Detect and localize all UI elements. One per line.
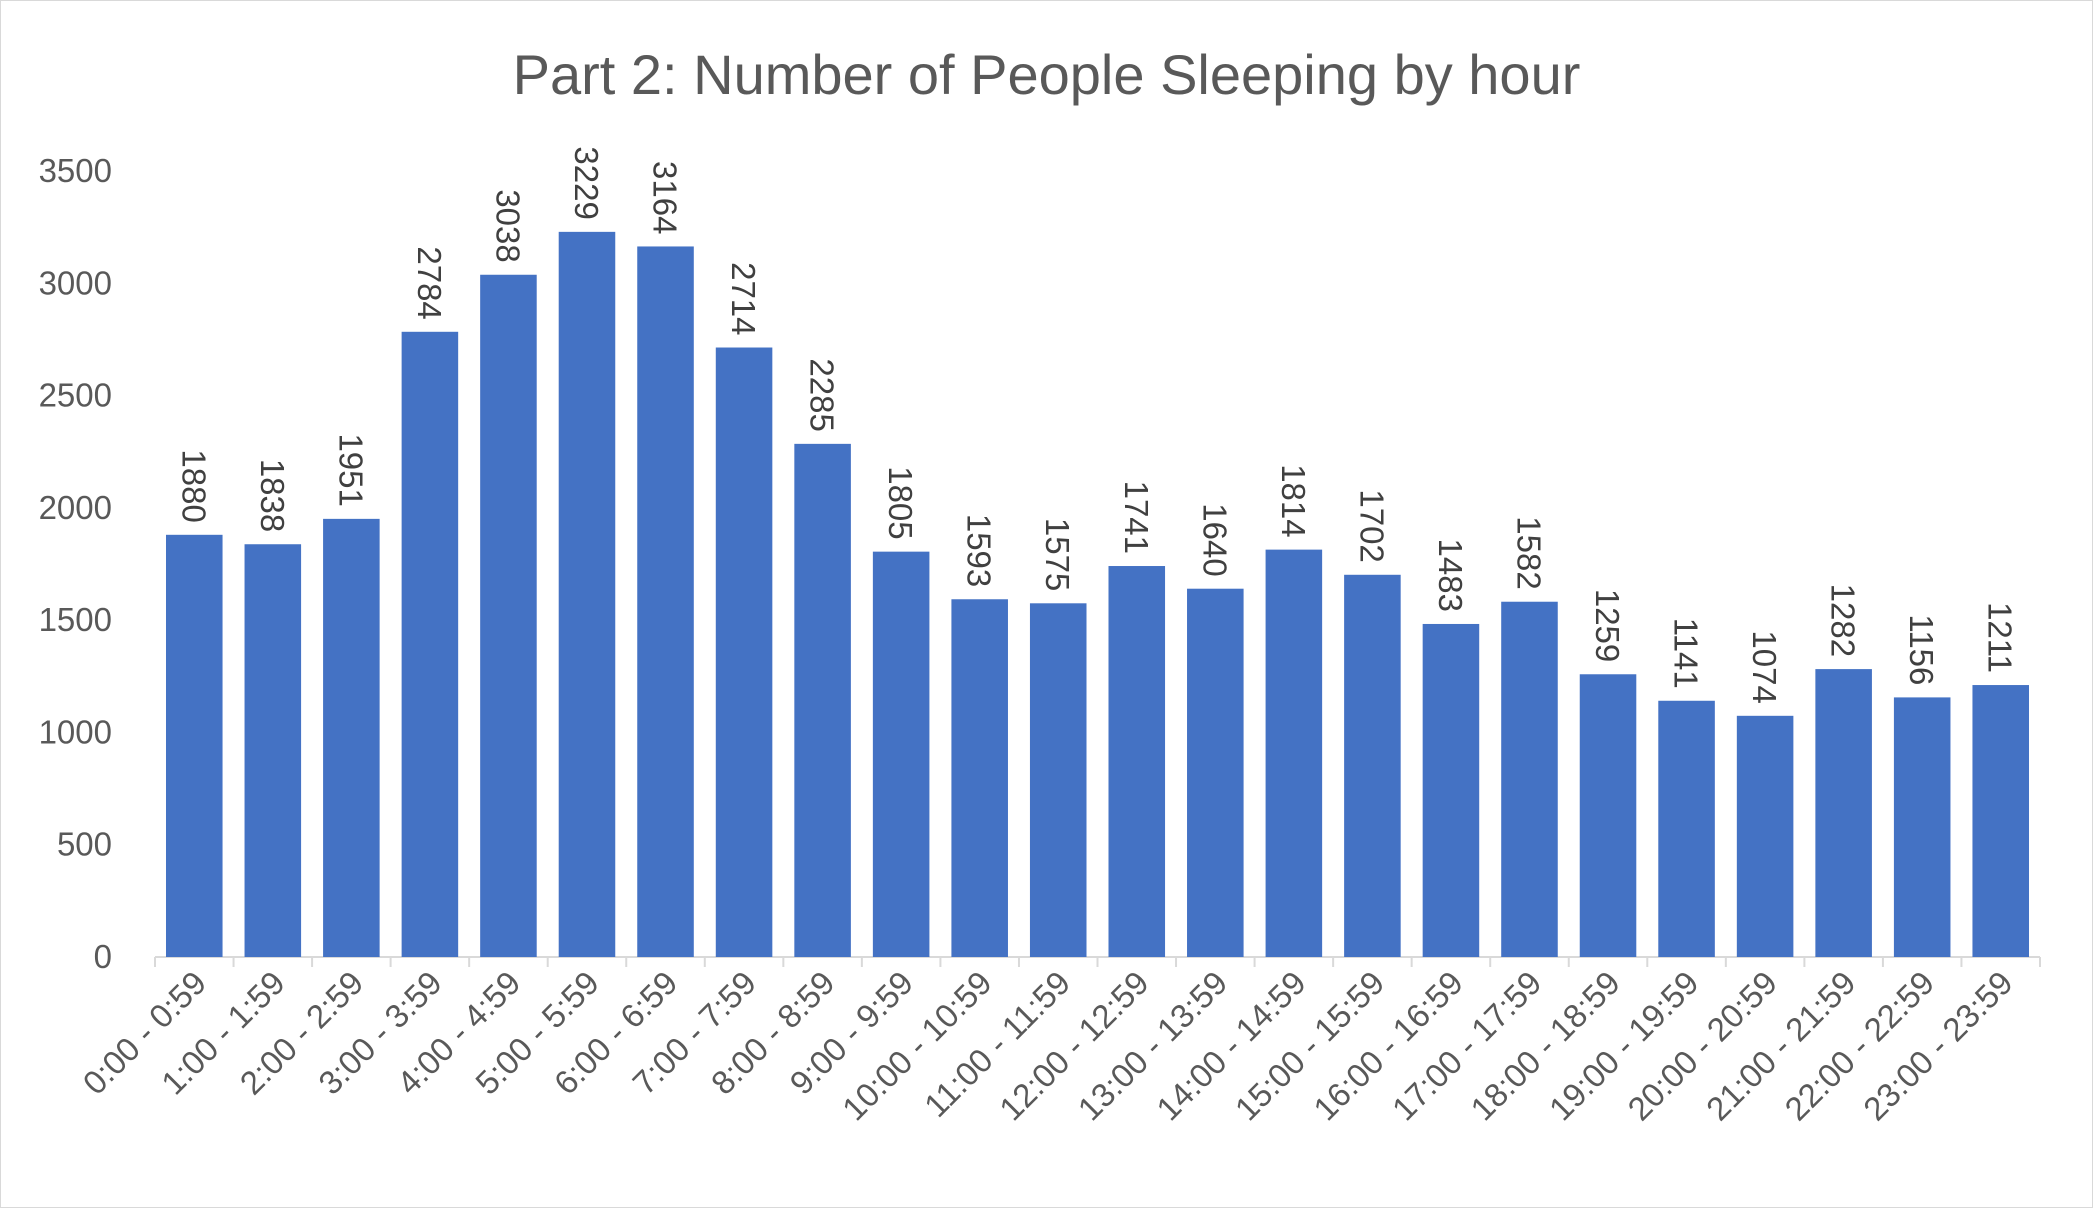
data-label: 2714	[725, 262, 762, 335]
bar	[480, 274, 537, 957]
bar	[715, 347, 773, 957]
data-label: 1074	[1746, 630, 1783, 703]
data-label: 1156	[1903, 614, 1940, 685]
bar	[1422, 623, 1480, 957]
y-tick-label: 1500	[39, 601, 112, 638]
data-label: 2285	[804, 358, 841, 431]
bar	[1108, 566, 1166, 957]
y-tick-label: 1000	[39, 713, 112, 750]
data-label: 1575	[1039, 518, 1076, 591]
data-label: 3038	[489, 189, 526, 262]
y-tick-label: 3500	[39, 152, 112, 189]
data-label: 1141	[1668, 618, 1705, 689]
bar	[1187, 588, 1244, 957]
chart-title: Part 2: Number of People Sleeping by hou…	[512, 43, 1581, 106]
y-tick-label: 3000	[39, 264, 112, 301]
bar	[1893, 697, 1951, 957]
bar	[323, 518, 380, 957]
bar	[1736, 715, 1794, 957]
y-tick-label: 500	[57, 826, 112, 863]
bar	[872, 551, 930, 957]
data-label: 3229	[568, 146, 605, 219]
y-tick-label: 2000	[39, 489, 112, 526]
data-label: 1640	[1196, 503, 1233, 576]
bar	[165, 534, 223, 957]
data-label: 1593	[961, 514, 998, 587]
bar	[1579, 674, 1637, 957]
bar	[558, 231, 616, 957]
data-label: 3164	[647, 161, 684, 234]
data-label: 1702	[1353, 489, 1390, 562]
bar	[1815, 669, 1872, 957]
bar	[1344, 574, 1401, 957]
data-label: 1282	[1825, 584, 1862, 657]
data-label: 1814	[1275, 464, 1312, 537]
bar	[1501, 601, 1558, 957]
bar	[244, 544, 302, 957]
y-tick-label: 2500	[39, 377, 112, 414]
data-label: 2784	[411, 246, 448, 319]
bar	[1972, 685, 2030, 957]
bar	[1658, 700, 1715, 957]
bar	[1265, 549, 1323, 957]
data-label: 1483	[1432, 539, 1469, 612]
y-tick-label: 0	[94, 938, 112, 975]
data-label: 1951	[332, 433, 369, 506]
data-label: 1259	[1589, 589, 1626, 662]
data-label: 1211	[1982, 602, 2019, 673]
data-label: 1880	[175, 449, 212, 522]
bar	[637, 246, 694, 957]
data-label: 1582	[1510, 516, 1547, 589]
data-label: 1741	[1118, 481, 1155, 554]
bar	[951, 599, 1008, 957]
bar	[1029, 603, 1087, 957]
bar	[794, 443, 851, 958]
data-label: 1838	[254, 459, 291, 532]
data-label: 1805	[882, 466, 919, 539]
bar	[401, 331, 459, 957]
